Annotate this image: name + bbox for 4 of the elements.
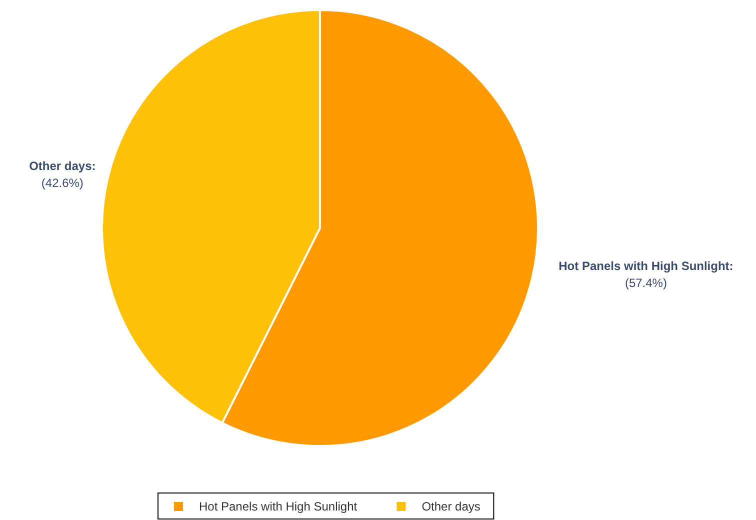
legend-label: Other days	[422, 500, 480, 514]
data-label: Other days: (42.6%)	[29, 158, 96, 190]
legend-label: Hot Panels with High Sunlight	[199, 500, 358, 514]
data-label: Hot Panels with High Sunlight: (57.4%)	[558, 259, 734, 290]
